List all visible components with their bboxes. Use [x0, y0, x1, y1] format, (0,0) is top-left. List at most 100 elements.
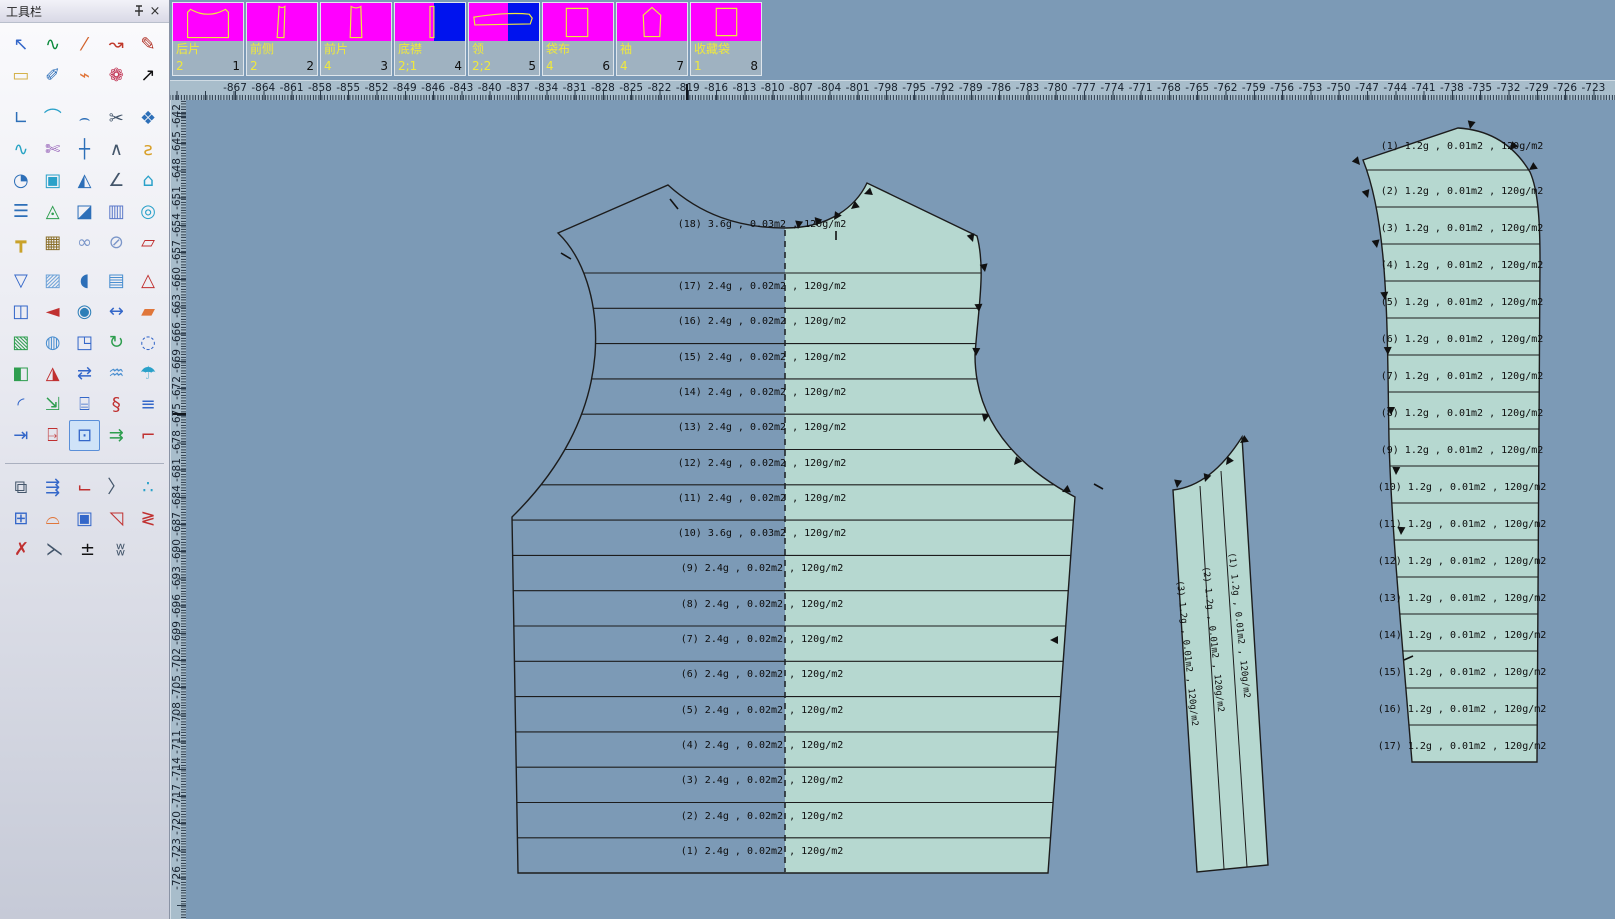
tool-snip-piece[interactable]: ✄	[45, 138, 61, 160]
side-piece[interactable]	[1355, 127, 1560, 763]
h-ruler-label: -756	[1270, 82, 1295, 94]
tool-protractor[interactable]: ◔	[13, 169, 29, 191]
tool-seam-corner[interactable]: ⌐	[140, 424, 156, 446]
piece-tile-底襟[interactable]: 底襟 2;1 4	[394, 2, 466, 76]
tool-pocket-dashed[interactable]: ▱	[141, 231, 155, 253]
tool-curve-handle[interactable]: ↝	[108, 33, 124, 55]
piece-tile-袋布[interactable]: 袋布 4 6	[542, 2, 614, 76]
tool-anchor-dash[interactable]: ⍈	[47, 424, 59, 446]
tool-plusminus-seam[interactable]: ±	[79, 538, 96, 560]
tool-arrow-cross[interactable]: ✗	[13, 538, 30, 560]
tool-curtain-drape[interactable]: ♒	[108, 362, 125, 384]
h-ruler-label: -828	[590, 82, 615, 94]
tool-node-chain[interactable]: ∴	[142, 476, 154, 498]
tool-corner-pin[interactable]: ◹	[109, 507, 124, 529]
tool-button-tool[interactable]: ◉	[76, 300, 93, 322]
piece-thumbnail	[617, 3, 687, 41]
tool-dart-fold[interactable]: ◬	[45, 200, 60, 222]
tool-spiral-tool[interactable]: ◎	[140, 200, 156, 222]
tool-red-mark-piece[interactable]: ◮	[45, 362, 60, 384]
tool-line-styles[interactable]: ☰	[12, 200, 29, 222]
v-ruler-label: -717	[171, 784, 183, 808]
tool-sketch-line[interactable]: ⁄	[82, 33, 86, 55]
tool-ribbon-tool[interactable]: ❁	[108, 64, 124, 86]
tool-curve-notch[interactable]: 〉	[107, 476, 126, 498]
tool-piece-shade[interactable]: ◪	[75, 200, 93, 222]
tool-link-tool[interactable]: ∞	[76, 231, 92, 253]
tool-seal-badge[interactable]: ❖	[140, 107, 157, 129]
tool-rainbow-arc[interactable]: ⌓	[45, 507, 60, 529]
v-ruler-label: -678	[171, 430, 183, 455]
tool-beach-scene[interactable]: ☂	[140, 362, 157, 384]
pattern-canvas[interactable]: (18) 3.6g , 0.03m2 , 120g/m2 (17) 2.4g , …	[186, 100, 1615, 919]
tool-arrow-piece[interactable]: ◄	[45, 300, 60, 322]
tool-bezier-edit[interactable]: ∿	[45, 33, 61, 55]
tool-chain-points[interactable]: ∿	[13, 138, 29, 160]
tool-sewing-machine[interactable]: ⌸	[79, 393, 90, 415]
tool-pencil[interactable]: ✎	[140, 33, 156, 55]
piece-tile-前片[interactable]: 前片 4 3	[320, 2, 392, 76]
tool-orange-piece[interactable]: ▰	[141, 300, 155, 322]
tool-terrain-piece[interactable]: ▧	[12, 331, 30, 353]
strip-piece[interactable]	[1172, 434, 1269, 873]
h-ruler-label: -789	[958, 82, 983, 94]
tool-unlink-tool[interactable]: ⊘	[108, 231, 124, 253]
tool-small-piece[interactable]: ◳	[75, 331, 93, 353]
tool-red-outline-piece[interactable]: △	[141, 269, 155, 291]
tool-swap-pieces[interactable]: ⇄	[76, 362, 93, 384]
tool-pocket-flap[interactable]: ▽	[13, 269, 28, 291]
close-icon[interactable]: ×	[149, 3, 161, 19]
piece-count: 1	[694, 59, 702, 73]
tool-compass[interactable]: ∧	[109, 138, 123, 160]
piece-tile-前侧[interactable]: 前侧 2 2	[246, 2, 318, 76]
tool-s-hooks[interactable]: §	[111, 393, 121, 415]
tool-pen-node[interactable]: ✐	[45, 64, 61, 86]
piece-tile-后片[interactable]: 后片 2 1	[172, 2, 244, 76]
tool-point-segment[interactable]: ⌁	[79, 64, 90, 86]
tool-nested-boxes[interactable]: ▣	[75, 507, 93, 529]
tool-width-arrows[interactable]: ↔	[108, 300, 124, 322]
tool-dotted-piece[interactable]: ◌	[140, 331, 156, 353]
tool-overlap-pieces[interactable]: ⧉	[14, 476, 28, 498]
tool-arc-tool[interactable]: ⌒	[43, 107, 62, 129]
tool-corner-angle[interactable]: ∟	[13, 107, 29, 129]
tool-fabric-stack[interactable]: ≡	[140, 393, 156, 415]
tool-point-arrow[interactable]: ↗	[140, 64, 156, 86]
tool-fly-arrows[interactable]: ⇶	[45, 476, 61, 498]
tool-pair-pieces[interactable]: ◧	[12, 362, 30, 384]
tool-notch-piece[interactable]: ◖	[79, 269, 90, 291]
tool-arc-nodes[interactable]: ⌢	[78, 107, 91, 129]
toolbar-titlebar[interactable]: 工具栏 ×	[0, 0, 169, 23]
tool-pattern-cut[interactable]: ⌂	[142, 169, 154, 191]
pin-icon[interactable]	[131, 3, 147, 19]
tool-measure-points[interactable]: ⇲	[45, 393, 61, 415]
tool-crosshair[interactable]: ┼	[79, 138, 90, 160]
tool-divide-piece[interactable]: ◫	[12, 300, 30, 322]
tool-pointer-select[interactable]: ↖	[13, 33, 29, 55]
tool-seam-gauge[interactable]: ▦	[44, 231, 62, 253]
tool-piece-corner[interactable]: ⌙	[76, 476, 93, 498]
tool-angle-measure[interactable]: ∠	[108, 169, 125, 191]
tool-box-export[interactable]: ⊞	[13, 507, 29, 529]
piece-tile-收藏袋[interactable]: 收藏袋 1 8	[690, 2, 762, 76]
tool-rotate-piece[interactable]: ↻	[108, 331, 124, 353]
tool-pleat-tool[interactable]: ▥	[107, 200, 125, 222]
tool-t-square[interactable]: ┳	[15, 231, 27, 253]
piece-tile-领[interactable]: 领 2;2 5	[468, 2, 540, 76]
tool-marquee-select[interactable]: ⊡	[68, 420, 101, 451]
tool-measure-curve[interactable]: ƨ	[143, 138, 153, 160]
tool-door-arrow[interactable]: ⇥	[13, 424, 29, 446]
tool-scissors[interactable]: ✂	[108, 107, 124, 129]
tool-zigzag-measure[interactable]: ≷	[140, 507, 156, 529]
tool-quilt-piece[interactable]: ▨	[44, 269, 62, 291]
tool-group-boxes[interactable]: ▣	[44, 169, 62, 191]
tool-eraser[interactable]: ▭	[12, 64, 30, 86]
tool-stripe-piece[interactable]: ▤	[107, 269, 125, 291]
tool-seam-inward[interactable]: ⇉	[108, 424, 124, 446]
tool-pleat-marks[interactable]: ʬ	[115, 538, 126, 560]
tool-angle-split[interactable]: ⋋	[45, 538, 64, 560]
tool-collar-rounds[interactable]: ◍	[44, 331, 61, 353]
tool-mirror-triangle[interactable]: ◭	[77, 169, 92, 191]
tool-quad-curve[interactable]: ◜	[17, 393, 25, 415]
